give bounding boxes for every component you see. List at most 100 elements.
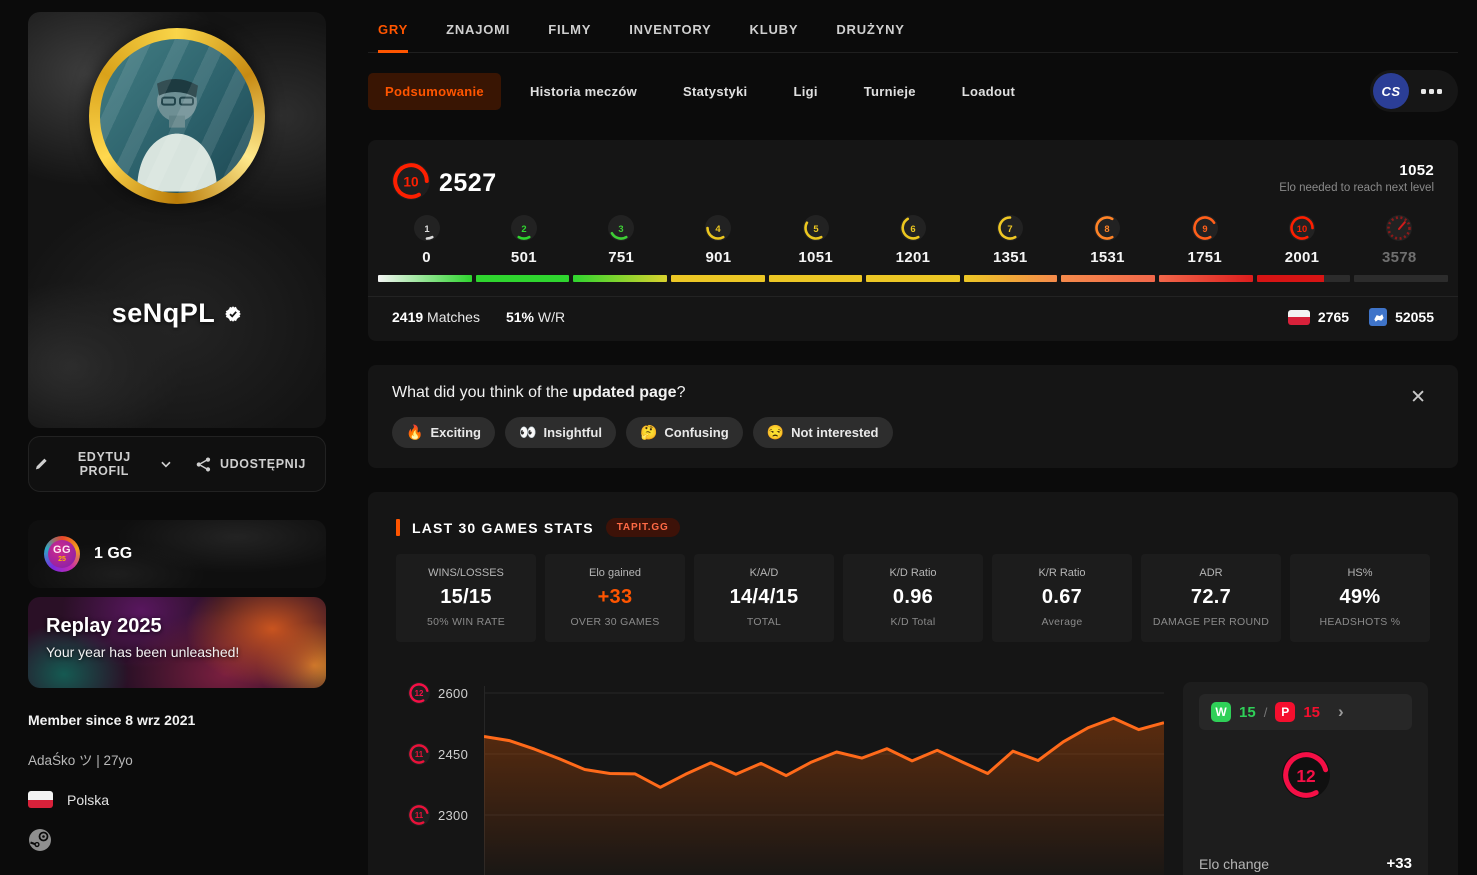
elo-change-label: Elo change — [1199, 855, 1270, 872]
elo-line-chart — [484, 686, 1164, 875]
avatar-person-icon — [137, 79, 217, 192]
svg-text:11: 11 — [415, 811, 424, 820]
steam-icon[interactable] — [28, 828, 52, 852]
progress-segment-8 — [1061, 275, 1156, 282]
progress-segment-7 — [963, 275, 1058, 282]
stat-cards-row: WINS/LOSSES 15/15 50% WIN RATE Elo gained +3… — [396, 554, 1430, 642]
tab-znajomi[interactable]: ZNAJOMI — [446, 22, 511, 37]
confusing-emoji-icon: 🤔 — [639, 424, 658, 440]
region-rank[interactable]: 52055 — [1369, 308, 1434, 326]
wins-losses-pill[interactable]: W 15 / P 15 › — [1199, 694, 1412, 730]
poland-flag-icon — [1287, 309, 1310, 325]
poland-flag-icon — [28, 791, 53, 808]
y-tick-2600: 12 2600 — [408, 682, 468, 704]
share-button[interactable]: UDOSTĘPNIJ — [177, 437, 325, 491]
progress-segment-6 — [866, 275, 960, 282]
sub-tab-loadout[interactable]: Loadout — [961, 83, 1016, 99]
level-10-badge-icon: 10 — [392, 162, 430, 205]
member-since: Member since 8 wrz 2021 — [28, 712, 196, 728]
feedback-question: What did you think of the updated page? — [392, 384, 686, 401]
matches-count: 2419 Matches — [392, 309, 480, 325]
close-icon[interactable]: ✕ — [1404, 387, 1432, 408]
tab-filmy[interactable]: FILMY — [548, 22, 592, 37]
elo-panel: 10 2527 1052 Elo needed to reach next le… — [368, 140, 1458, 341]
stats-title: LAST 30 GAMES STATS — [412, 519, 594, 536]
feedback-chips: 🔥 Exciting 👀 Insightful 🤔 Confusing 😒 Not inter… — [392, 417, 1434, 448]
profile-tabs: GRY ZNAJOMI FILMY INVENTORY KLUBY DRUŻYNY — [368, 0, 1458, 53]
level-marker-5: 5 1051 — [767, 215, 864, 266]
exciting-emoji-icon: 🔥 — [406, 424, 424, 440]
avatar-gold-ring — [89, 28, 265, 204]
tab-kluby[interactable]: KLUBY — [749, 22, 799, 37]
cs2-game-icon[interactable]: CS — [1373, 73, 1409, 109]
tab-drużyny[interactable]: DRUŻYNY — [836, 22, 905, 37]
tab-gry[interactable]: GRY — [378, 22, 409, 53]
chevron-right-icon[interactable]: › — [1338, 702, 1344, 721]
share-label: UDOSTĘPNIJ — [220, 457, 306, 471]
winrate: 51% W/R — [505, 309, 566, 325]
sub-tab-ligi[interactable]: Ligi — [793, 83, 818, 99]
svg-text:8: 8 — [1105, 223, 1110, 234]
svg-text:7: 7 — [1008, 223, 1013, 234]
current-elo: 10 2527 — [392, 162, 497, 205]
feedback-chip-not-interested[interactable]: 😒 Not interested — [752, 417, 893, 448]
accent-bar — [396, 519, 400, 536]
sub-tab-statystyki[interactable]: Statystyki — [683, 83, 748, 99]
stat-card-k-d-ratio: K/D Ratio 0.96 K/D Total — [843, 554, 983, 642]
sub-tab-historia-mecz-w[interactable]: Historia meczów — [529, 83, 638, 99]
progress-segment-4 — [670, 275, 765, 282]
tapit-gg-badge[interactable]: TAPIT.GG — [605, 518, 680, 537]
losses-badge-icon: P — [1275, 702, 1296, 722]
stats-header: LAST 30 GAMES STATS TAPIT.GG — [396, 518, 1430, 537]
progress-segment-2 — [475, 275, 570, 282]
chart-y-axis: 12 2600 11 2450 11 2300 — [408, 676, 484, 875]
feedback-chip-confusing[interactable]: 🤔 Confusing — [625, 417, 743, 448]
divider — [368, 296, 1458, 297]
sidebar: seNqPL EDYTUJ PROFIL — [0, 0, 355, 875]
more-options-button[interactable] — [1419, 83, 1444, 100]
level-marker-9: 9 1751 — [1156, 215, 1253, 266]
insightful-emoji-icon: 👀 — [519, 424, 537, 440]
edit-profile-button[interactable]: EDYTUJ PROFIL — [29, 437, 177, 491]
not-interested-emoji-icon: 😒 — [766, 424, 785, 440]
level-marker-2: 2 501 — [475, 215, 572, 266]
username: seNqPL — [111, 298, 216, 328]
svg-text:12: 12 — [1296, 766, 1315, 786]
last-30-games-panel: LAST 30 GAMES STATS TAPIT.GG WINS/LOSSES… — [368, 492, 1458, 875]
elo-needed-value: 1052 — [1399, 162, 1434, 179]
feedback-chip-exciting[interactable]: 🔥 Exciting — [392, 417, 496, 448]
bio-text: AdaŚko ツ | 27yo — [28, 753, 133, 768]
level-marker-8: 8 1531 — [1059, 215, 1156, 266]
level-12-badge-icon: 12 — [1281, 751, 1330, 804]
progress-segment-3 — [573, 275, 667, 282]
replay-2025-banner[interactable]: Replay 2025 Your year has been unleashed… — [28, 597, 326, 688]
username-row: seNqPL — [28, 298, 326, 329]
level-marker-10: 10 2001 — [1253, 215, 1350, 266]
country-label: Polska — [67, 791, 110, 808]
wins-count: 15 — [1239, 703, 1256, 721]
elo-next-level: 1052 Elo needed to reach next level — [1279, 162, 1434, 194]
elo-change-row: Elo change +33 — [1199, 855, 1412, 875]
stat-card-adr: ADR 72.7 DAMAGE PER ROUND — [1141, 554, 1281, 642]
steam-row — [28, 828, 355, 857]
tab-inventory[interactable]: INVENTORY — [629, 22, 712, 37]
elo-footer: 2419 Matches 51% W/R 2765 52055 — [368, 297, 1458, 341]
sub-tab-turnieje[interactable]: Turnieje — [863, 83, 916, 99]
gg-count-label: 1 GG — [94, 545, 133, 562]
feedback-chip-insightful[interactable]: 👀 Insightful — [505, 417, 616, 448]
pencil-icon — [35, 458, 47, 470]
progress-segment-10 — [1256, 275, 1351, 282]
europe-region-icon — [1369, 308, 1388, 326]
elo-chart-area: 12 2600 11 2450 11 2300 W 15 / P 15 › 12 Elo … — [396, 676, 1430, 875]
progress-segment-11 — [1354, 275, 1449, 282]
svg-text:11: 11 — [415, 750, 424, 759]
gg-banner[interactable]: GG 25 1 GG — [28, 520, 326, 588]
country-rank[interactable]: 2765 — [1287, 309, 1349, 325]
main-content: GRY ZNAJOMI FILMY INVENTORY KLUBY DRUŻYNY Pod… — [355, 0, 1477, 875]
progress-segment-5 — [768, 275, 863, 282]
avatar[interactable] — [100, 39, 254, 193]
elo-progress-bar — [368, 266, 1458, 282]
sub-tab-podsumowanie[interactable]: Podsumowanie — [368, 72, 501, 110]
profile-card: seNqPL — [28, 12, 326, 428]
svg-text:12: 12 — [415, 689, 424, 698]
